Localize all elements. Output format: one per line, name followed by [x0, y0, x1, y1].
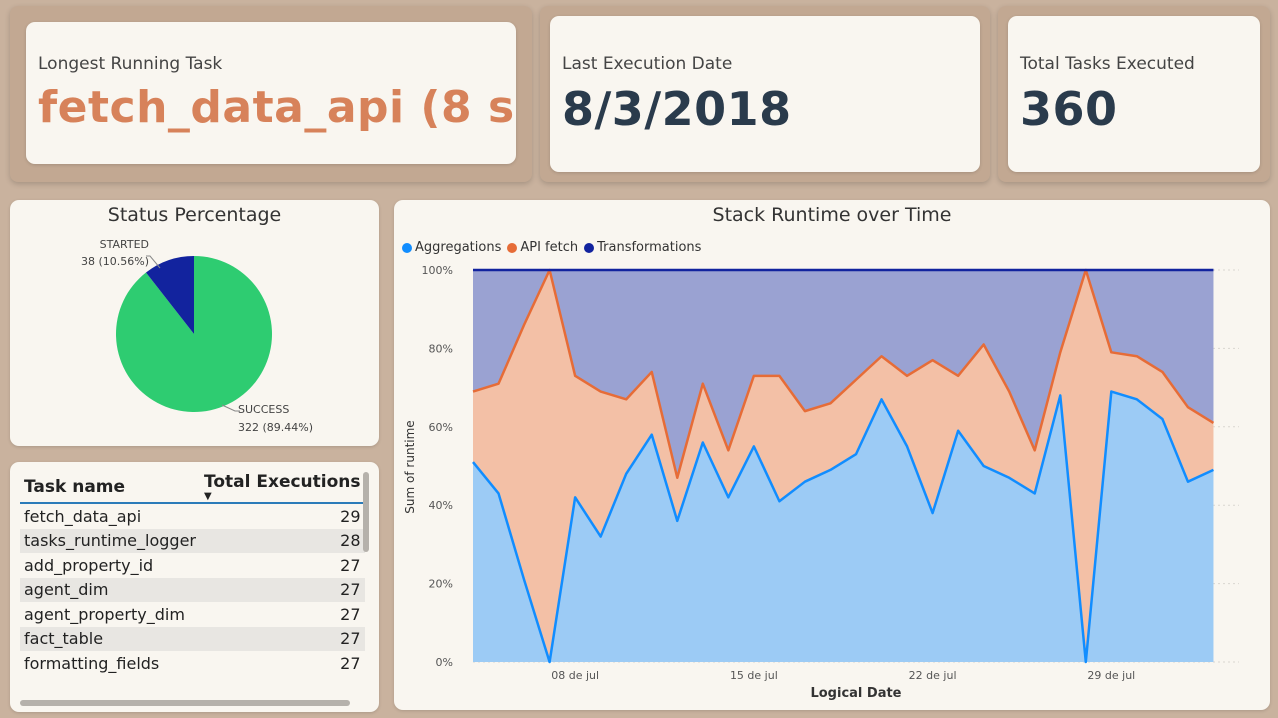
- tasks-table-card[interactable]: Task name Total Executions ▼ fetch_data_…: [10, 462, 379, 712]
- table-row[interactable]: agent_property_dim 27: [20, 602, 365, 627]
- table-horizontal-scrollbar[interactable]: [20, 700, 350, 706]
- chart-legend: Aggregations API fetch Transformations: [402, 240, 701, 255]
- pie-leader-success: [221, 404, 240, 412]
- runtime-area-chart: 0% 20% 40% 60% 80% 100% 08 de jul 15 de jul 22 d…: [403, 264, 1239, 701]
- status-pie-title: Status Percentage: [107, 204, 282, 226]
- legend-dot-icon: [507, 242, 518, 253]
- total-executions-cell: 27: [200, 626, 365, 651]
- table-row[interactable]: fetch_data_api 29: [20, 503, 365, 529]
- line-aggregations: [472, 390, 1214, 664]
- sort-descending-icon[interactable]: ▼: [204, 491, 212, 502]
- status-pie-card[interactable]: Status Percentage STARTED 38 (10.56%) SU…: [10, 200, 379, 446]
- x-tick-label: 22 de jul: [909, 669, 957, 682]
- kpi-card-longest[interactable]: Longest Running Task fetch_data_api (8 s…: [26, 22, 516, 164]
- runtime-chart-card[interactable]: Stack Runtime over Time Aggregations API…: [394, 200, 1270, 710]
- x-tick-label: 15 de jul: [730, 669, 778, 682]
- x-tick-label: 29 de jul: [1087, 669, 1135, 682]
- kpi-value-longest: fetch_data_api (8 sec): [38, 82, 516, 133]
- status-pie-chart: STARTED 38 (10.56%) SUCCESS 322 (89.44%): [81, 238, 313, 434]
- y-tick-label: 80%: [429, 342, 453, 355]
- task-name-cell: formatting_fields: [24, 653, 160, 673]
- pie-label-success-value: 322 (89.44%): [238, 421, 313, 434]
- kpi-label-longest: Longest Running Task: [38, 54, 223, 74]
- legend-item-transformations[interactable]: Transformations: [584, 240, 701, 255]
- kpi-label-last-exec: Last Execution Date: [562, 54, 733, 74]
- runtime-chart-title: Stack Runtime over Time: [712, 204, 952, 226]
- x-tick-label: 08 de jul: [551, 669, 599, 682]
- legend-item-api-fetch[interactable]: API fetch: [507, 240, 578, 255]
- y-tick-label: 60%: [429, 421, 453, 434]
- total-executions-cell: 27: [200, 577, 365, 602]
- y-tick-label: 40%: [429, 499, 453, 512]
- kpi-card-last-exec[interactable]: Last Execution Date 8/3/2018: [550, 16, 980, 172]
- pie-leader-started: [146, 255, 161, 269]
- pie-label-started-name: STARTED: [100, 238, 149, 251]
- table-row[interactable]: tasks_runtime_logger 28: [20, 528, 365, 553]
- table-row[interactable]: add_property_id 27: [20, 553, 365, 578]
- y-tick-label: 0%: [436, 656, 453, 669]
- y-axis-title: Sum of runtime: [403, 420, 417, 513]
- table-row[interactable]: fact_table 27: [20, 626, 365, 651]
- tasks-table: Task name Total Executions ▼ fetch_data_…: [20, 472, 365, 676]
- task-name-cell: tasks_runtime_logger: [20, 528, 200, 553]
- column-header-total-executions[interactable]: Total Executions ▼: [200, 472, 365, 504]
- y-tick-label: 20%: [429, 578, 453, 591]
- total-executions-cell: 27: [340, 653, 361, 673]
- table-row[interactable]: formatting_fields 27: [20, 651, 365, 676]
- legend-dot-icon: [584, 242, 595, 253]
- total-executions-cell: 27: [340, 604, 361, 624]
- legend-label: Transformations: [597, 240, 702, 255]
- task-name-cell: agent_property_dim: [24, 604, 185, 624]
- table-vertical-scrollbar[interactable]: [363, 472, 369, 552]
- area-api-fetch: [473, 270, 1214, 662]
- legend-label: API fetch: [520, 240, 579, 255]
- column-header-total-executions-label: Total Executions: [204, 472, 361, 492]
- legend-label: Aggregations: [415, 240, 502, 255]
- task-name-cell: fetch_data_api: [24, 506, 142, 526]
- kpi-label-total: Total Tasks Executed: [1020, 54, 1195, 74]
- legend-item-aggregations[interactable]: Aggregations: [402, 240, 501, 255]
- line-api-fetch: [472, 268, 1215, 480]
- total-executions-cell: 29: [340, 506, 361, 526]
- task-name-cell: fact_table: [20, 626, 200, 651]
- x-axis-title: Logical Date: [810, 686, 901, 701]
- total-executions-cell: 28: [200, 528, 365, 553]
- kpi-value-total: 360: [1020, 82, 1118, 136]
- task-name-cell: add_property_id: [24, 555, 154, 575]
- legend-dot-icon: [402, 242, 412, 253]
- kpi-value-last-exec: 8/3/2018: [562, 82, 792, 136]
- kpi-card-total[interactable]: Total Tasks Executed 360: [1008, 16, 1260, 172]
- pie-label-success-name: SUCCESS: [238, 403, 289, 416]
- pie-slice-started[interactable]: [145, 256, 194, 334]
- table-row[interactable]: agent_dim 27: [20, 577, 365, 602]
- area-transformations: [473, 270, 1214, 478]
- y-tick-label: 100%: [422, 264, 453, 277]
- column-header-task-name[interactable]: Task name: [20, 472, 200, 504]
- task-name-cell: agent_dim: [20, 577, 200, 602]
- total-executions-cell: 27: [340, 555, 361, 575]
- pie-label-started-value: 38 (10.56%): [81, 255, 149, 268]
